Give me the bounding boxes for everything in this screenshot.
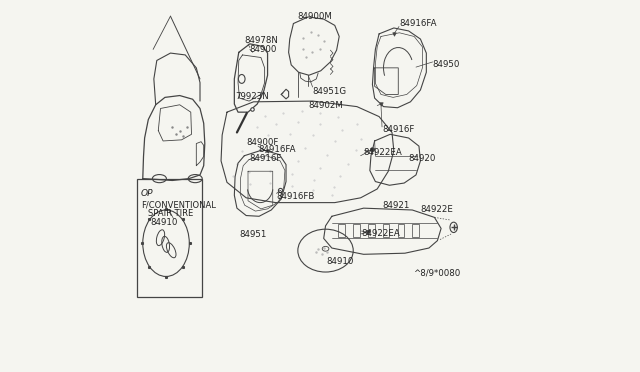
Bar (137, 179, 202, 297)
Text: 84916FB: 84916FB (276, 192, 315, 201)
Text: 84916F: 84916F (382, 125, 415, 134)
Text: 84950: 84950 (433, 60, 460, 70)
Text: 84910: 84910 (326, 257, 353, 266)
Bar (339, 224, 345, 237)
Text: 84910: 84910 (150, 218, 177, 228)
Text: OP: OP (141, 189, 154, 198)
Text: 84922E: 84922E (420, 205, 453, 214)
Text: 84900F: 84900F (246, 138, 278, 147)
Text: 84916FA: 84916FA (399, 19, 436, 28)
Text: 84902M: 84902M (308, 101, 343, 110)
Text: 84922EA: 84922EA (362, 229, 400, 238)
Text: 84916F: 84916F (249, 154, 282, 163)
Text: 84900: 84900 (250, 45, 277, 54)
Text: ^8/9*0080: ^8/9*0080 (413, 268, 460, 277)
Text: 79923N: 79923N (236, 92, 269, 101)
Text: 84951: 84951 (239, 230, 267, 239)
Bar (412, 224, 419, 237)
Text: F/CONVENTIONAL: F/CONVENTIONAL (141, 200, 216, 209)
Text: 84978N: 84978N (244, 36, 278, 45)
Bar (353, 224, 360, 237)
Text: 84921: 84921 (382, 201, 410, 210)
Bar (397, 224, 404, 237)
Text: 84900M: 84900M (298, 12, 333, 21)
Text: 84920: 84920 (408, 154, 436, 163)
Bar (383, 224, 389, 237)
Bar (368, 224, 374, 237)
Text: SPAIR TIRE: SPAIR TIRE (148, 209, 193, 218)
Text: 84951G: 84951G (312, 87, 347, 96)
Text: 84922EA: 84922EA (364, 148, 403, 157)
Text: 84916FA: 84916FA (258, 145, 296, 154)
